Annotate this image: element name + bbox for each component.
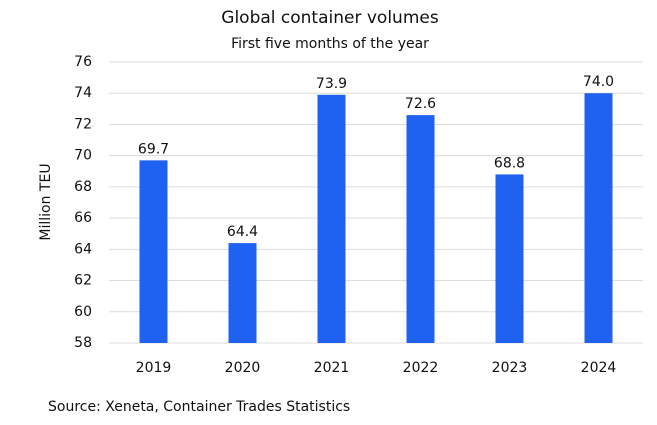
x-tick-label: 2022 [403, 360, 439, 376]
bar [139, 160, 168, 343]
y-tick-label: 76 [74, 54, 92, 70]
x-tick-label: 2023 [492, 360, 528, 376]
y-tick-label: 74 [74, 85, 92, 101]
bar [584, 93, 613, 343]
x-tick-label: 2021 [314, 360, 350, 376]
y-tick-label: 58 [74, 335, 92, 351]
chart-title: Global container volumes [221, 8, 439, 28]
y-tick-label: 64 [74, 241, 92, 257]
value-label: 74.0 [583, 74, 614, 90]
value-label: 69.7 [138, 141, 169, 157]
bar [228, 243, 257, 343]
source-note: Source: Xeneta, Container Trades Statist… [48, 399, 350, 415]
y-tick-label: 62 [74, 273, 92, 289]
y-tick-label: 70 [74, 148, 92, 164]
x-tick-label: 2019 [136, 360, 172, 376]
y-tick-label: 66 [74, 210, 92, 226]
bar [317, 94, 346, 344]
x-tick-label: 2024 [581, 360, 617, 376]
bar [495, 174, 524, 343]
value-label: 64.4 [227, 224, 258, 240]
chart-subtitle: First five months of the year [231, 36, 429, 52]
y-tick-label: 60 [74, 304, 92, 320]
x-tick-label: 2020 [225, 360, 261, 376]
bar [406, 115, 435, 343]
y-axis-label: Million TEU [38, 163, 54, 240]
y-tick-label: 68 [74, 179, 92, 195]
y-tick-label: 72 [74, 116, 92, 132]
value-label: 72.6 [405, 96, 436, 112]
value-label: 73.9 [316, 76, 347, 92]
value-label: 68.8 [494, 155, 525, 171]
